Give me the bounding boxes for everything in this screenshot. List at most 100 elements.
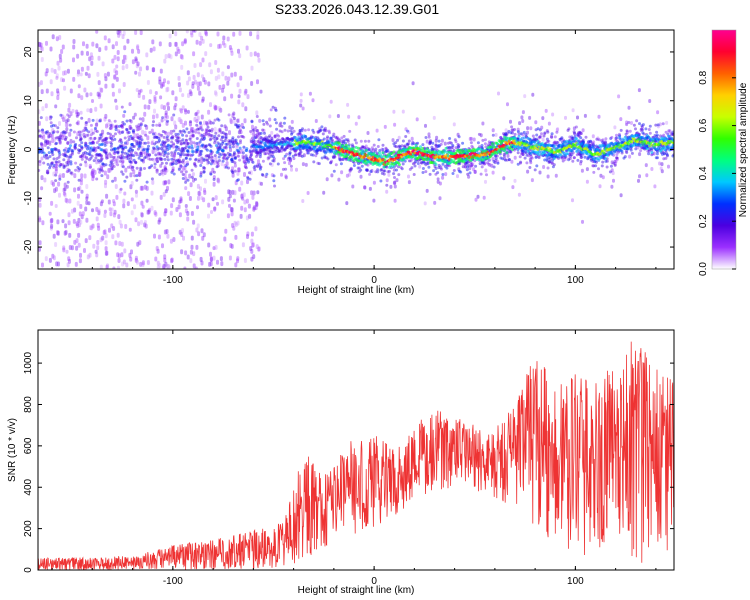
heatmap-cell <box>306 151 310 155</box>
heatmap-cell <box>507 158 511 161</box>
heatmap-cell <box>130 210 134 216</box>
heatmap-cell <box>65 127 69 132</box>
heatmap-cell <box>369 170 373 173</box>
heatmap-cell <box>427 135 431 139</box>
heatmap-cell <box>196 125 200 131</box>
heatmap-cell <box>251 242 255 248</box>
heatmap-cell <box>227 76 231 82</box>
heatmap-cell <box>138 171 142 177</box>
heatmap-cell <box>216 177 220 183</box>
heatmap-cell <box>137 48 141 54</box>
heatmap-cell <box>41 150 45 154</box>
heatmap-cell <box>543 132 547 136</box>
heatmap-cell <box>42 154 46 158</box>
heatmap-cell <box>237 94 241 99</box>
heatmap-cell <box>474 164 478 168</box>
heatmap-cell <box>159 158 163 162</box>
heatmap-cell <box>227 113 231 117</box>
heatmap-cell <box>188 89 192 95</box>
heatmap-cell <box>40 57 44 62</box>
heatmap-cell <box>231 172 235 178</box>
heatmap-cell <box>143 167 146 170</box>
heatmap-cell <box>108 167 112 173</box>
heatmap-cell <box>228 130 231 136</box>
heatmap-cell <box>509 119 512 124</box>
heatmap-cell <box>550 161 554 165</box>
heatmap-cell <box>116 146 120 150</box>
heatmap-cell <box>493 161 497 165</box>
heatmap-cell <box>184 180 188 184</box>
heatmap-cell <box>572 156 576 160</box>
heatmap-cell <box>63 70 67 76</box>
heatmap-cell <box>187 93 190 98</box>
heatmap-cell <box>359 139 363 143</box>
heatmap-cell <box>341 144 345 148</box>
heatmap-cell <box>152 114 155 120</box>
heatmap-cell <box>322 137 326 141</box>
heatmap-cell <box>153 95 157 99</box>
heatmap-cell <box>79 177 83 182</box>
heatmap-cell <box>457 135 461 139</box>
heatmap-cell <box>158 157 162 161</box>
heatmap-cell <box>139 122 143 126</box>
heatmap-cell <box>368 172 372 176</box>
heatmap-cell <box>129 119 133 124</box>
heatmap-cell <box>182 160 186 165</box>
heatmap-cell <box>545 129 549 133</box>
heatmap-cell <box>250 190 254 196</box>
heatmap-cell <box>275 127 279 131</box>
heatmap-cell <box>316 136 320 140</box>
heatmap-cell <box>171 135 175 139</box>
heatmap-cell <box>54 173 58 177</box>
heatmap-cell <box>58 173 62 179</box>
heatmap-cell <box>130 197 134 202</box>
heatmap-cell <box>141 204 145 209</box>
heatmap-cell <box>68 123 72 127</box>
heatmap-cell <box>155 246 159 251</box>
heatmap-cell <box>38 246 41 252</box>
heatmap-cell <box>163 229 167 235</box>
heatmap-cell <box>198 191 202 197</box>
heatmap-cell <box>180 54 184 60</box>
heatmap-cell <box>170 203 174 209</box>
heatmap-cell <box>437 139 441 143</box>
heatmap-cell <box>627 121 631 124</box>
heatmap-cell <box>434 143 438 147</box>
heatmap-cell <box>144 223 148 229</box>
heatmap-cell <box>255 244 259 250</box>
heatmap-cell <box>83 173 87 179</box>
heatmap-cell <box>396 145 400 149</box>
heatmap-cell <box>335 135 339 140</box>
heatmap-cell <box>195 111 199 116</box>
heatmap-cell <box>177 136 181 140</box>
heatmap-cell <box>259 141 263 145</box>
heatmap-cell <box>348 129 352 133</box>
heatmap-cell <box>534 120 538 125</box>
heatmap-cell <box>141 129 145 135</box>
heatmap-cell <box>256 128 259 133</box>
heatmap-cell <box>131 136 135 140</box>
heatmap-cell <box>334 163 338 167</box>
heatmap-cell <box>49 133 53 138</box>
heatmap-cell <box>38 197 42 202</box>
heatmap-cell <box>164 261 168 267</box>
heatmap-cell <box>125 152 129 156</box>
heatmap-cell <box>104 179 108 185</box>
heatmap-cell <box>218 129 222 133</box>
heatmap-cell <box>409 152 412 156</box>
heatmap-cell <box>108 207 112 212</box>
heatmap-cell <box>69 144 72 148</box>
heatmap-cell <box>209 172 213 176</box>
heatmap-cell <box>101 129 105 135</box>
heatmap-cell <box>155 168 159 172</box>
heatmap-cell <box>164 266 168 269</box>
heatmap-cell <box>440 167 443 171</box>
heatmap-cell <box>150 141 154 146</box>
heatmap-cell <box>467 163 471 167</box>
heatmap-cell <box>90 170 94 176</box>
heatmap-cell <box>290 167 293 172</box>
heatmap-cell <box>75 238 79 244</box>
heatmap-cell <box>150 128 154 134</box>
heatmap-cell <box>214 91 218 97</box>
heatmap-cell <box>198 90 202 96</box>
